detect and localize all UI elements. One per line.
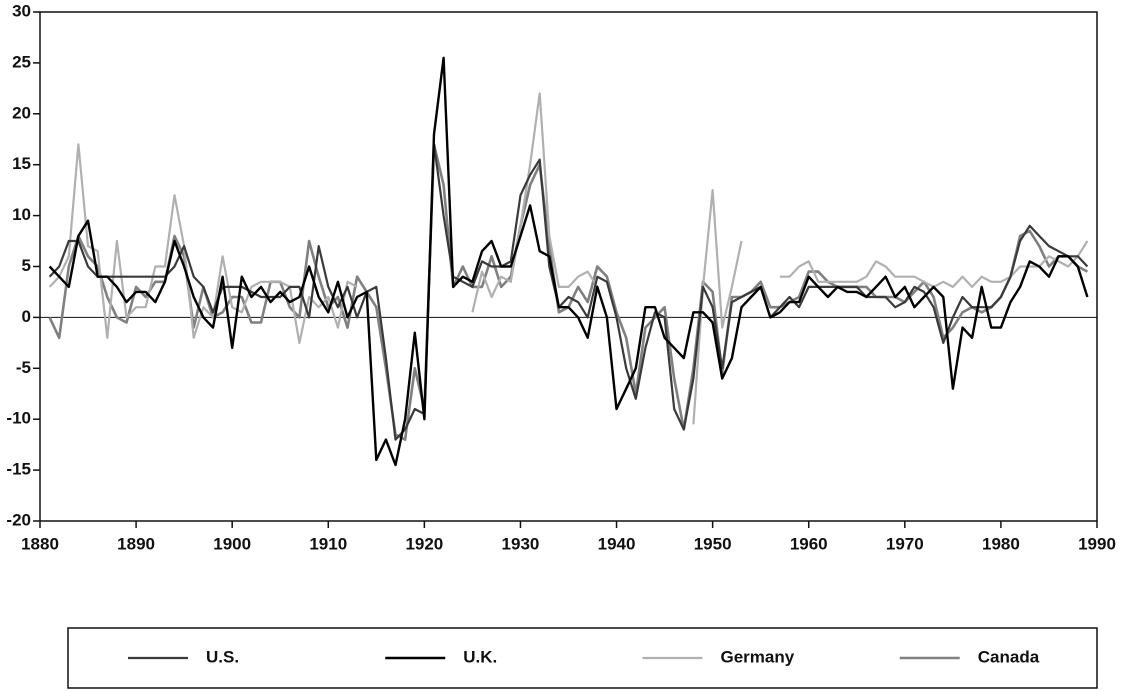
legend-label: Germany (721, 647, 795, 666)
x-tick-label: 1920 (405, 534, 443, 553)
y-tick-label: 5 (22, 256, 31, 275)
x-tick-label: 1880 (21, 534, 59, 553)
y-tick-label: 30 (12, 1, 31, 20)
series-line (48, 56, 1089, 467)
legend-label: Canada (978, 647, 1040, 666)
x-tick-label: 1890 (117, 534, 155, 553)
y-tick-label: -15 (6, 460, 31, 479)
y-tick-label: -20 (6, 510, 31, 529)
y-tick-label: 25 (12, 52, 31, 71)
legend-label: U.K. (463, 647, 497, 666)
y-tick-label: -5 (16, 358, 31, 377)
legend-label: U.S. (206, 647, 239, 666)
y-tick-label: 10 (12, 205, 31, 224)
y-tick-label: 20 (12, 103, 31, 122)
x-tick-label: 1930 (502, 534, 540, 553)
y-tick-label: -10 (6, 409, 31, 428)
x-tick-label: 1990 (1078, 534, 1116, 553)
y-tick-label: 0 (22, 307, 31, 326)
x-tick-label: 1950 (694, 534, 732, 553)
x-tick-label: 1980 (982, 534, 1020, 553)
x-tick-label: 1900 (213, 534, 251, 553)
x-tick-label: 1940 (598, 534, 636, 553)
x-tick-label: 1970 (886, 534, 924, 553)
series-line (48, 92, 1089, 425)
series-line (48, 143, 1089, 441)
plot-frame (39, 11, 1098, 522)
y-tick-label: 15 (12, 154, 31, 173)
x-tick-label: 1910 (309, 534, 347, 553)
x-tick-label: 1960 (790, 534, 828, 553)
legend-box (67, 627, 1098, 689)
